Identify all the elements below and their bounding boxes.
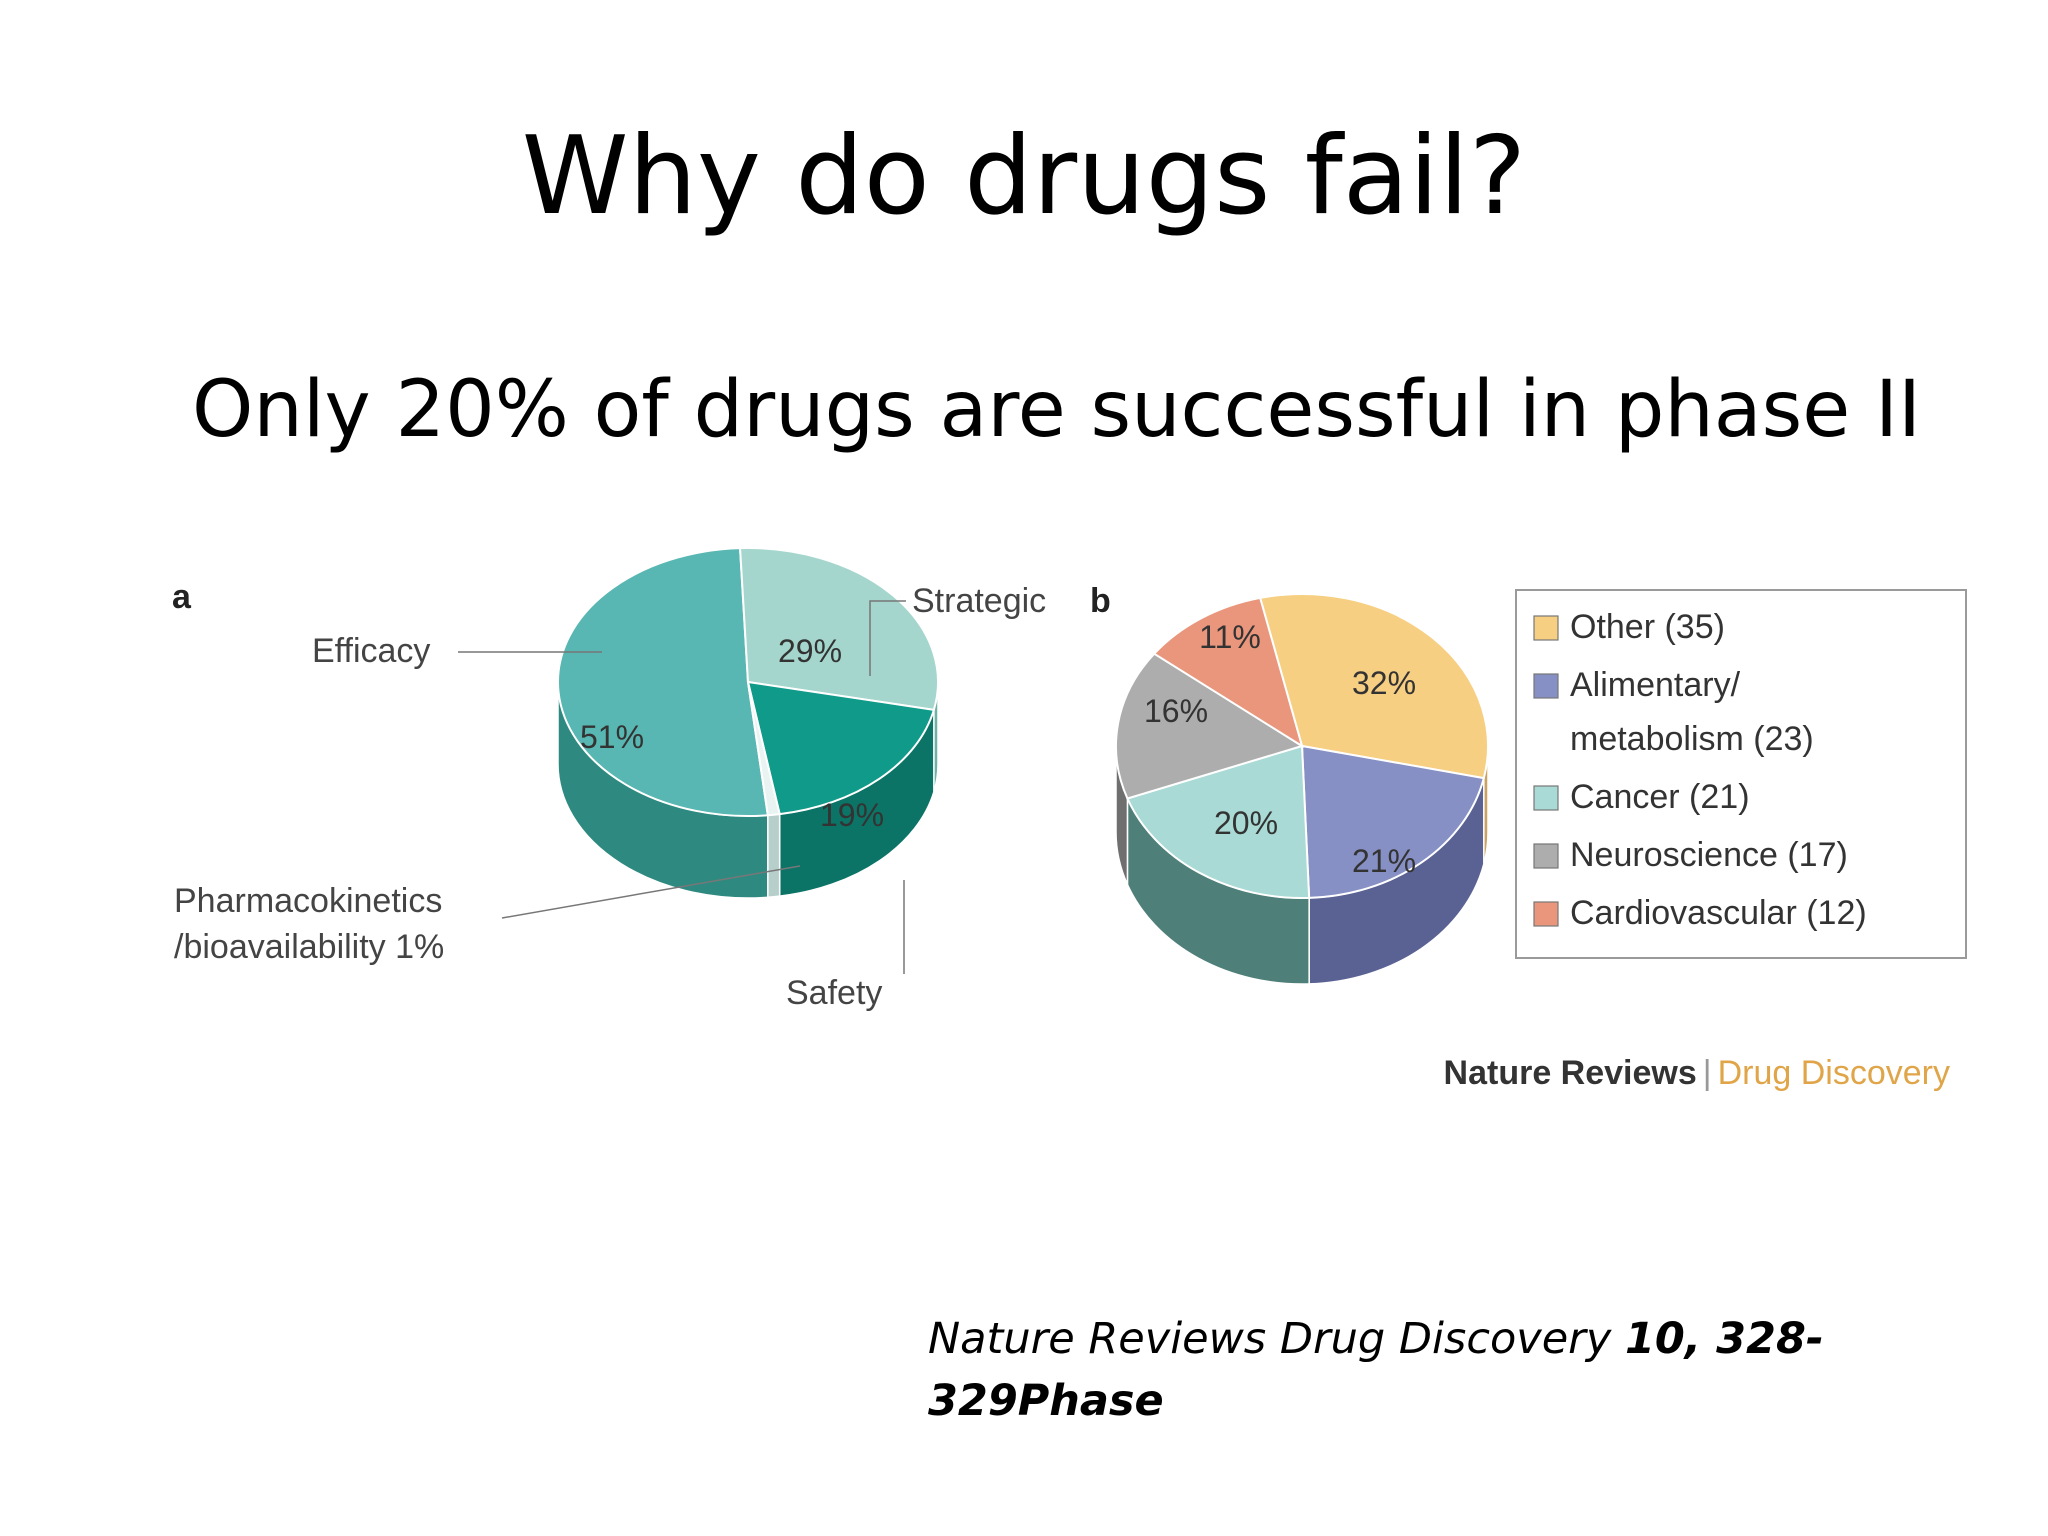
chart-a-callout-safety: Safety: [786, 974, 882, 1012]
chart-a-data-label-1: 29%: [778, 633, 842, 669]
chart-b-legend-label-4: Cardiovascular (12): [1570, 894, 1867, 932]
figure-credit-journal: Drug Discovery: [1718, 1054, 1950, 1092]
chart-a-leader-strategic: [869, 600, 906, 676]
chart-b-legend-swatch-4: [1533, 901, 1559, 927]
chart-b-data-label-1: 21%: [1352, 843, 1416, 879]
slide-title: Why do drugs fail?: [521, 114, 1527, 239]
citation-reference: 10, 328-329Phase: [928, 1314, 1824, 1426]
chart-a-side-3: [767, 813, 781, 899]
chart-b-data-label-3: 16%: [1144, 693, 1208, 729]
chart-a-callout-strategic: Strategic: [912, 582, 1046, 620]
chart-b-legend-label-1: Alimentary/: [1570, 666, 1741, 704]
chart-b-data-label-0: 32%: [1352, 665, 1416, 701]
chart-a-data-label-2: 19%: [820, 797, 884, 833]
chart-a-slice-1: [738, 547, 939, 711]
chart-a-slice-3: [747, 681, 781, 817]
figure-credit-publisher: Nature Reviews: [1444, 1054, 1697, 1092]
chart-a-panel-label: a: [172, 578, 192, 616]
figure-credit: Nature Reviews | Drug Discovery: [1444, 1054, 1950, 1092]
chart-b-data-label-2: 20%: [1214, 805, 1278, 841]
chart-b-slice-4: [1152, 596, 1304, 749]
chart-b-slice-1: [1300, 744, 1486, 899]
figure-credit-text: Nature Reviews | Drug Discovery: [1444, 1054, 1950, 1092]
chart-b-legend-swatch-2: [1533, 785, 1559, 811]
citation-journal: Nature Reviews Drug Discovery: [928, 1314, 1612, 1364]
chart-a-failure-reasons: a 51% 29% 19% Efficacy Strategic Safety Pharmac…: [172, 547, 1046, 1012]
chart-b-slice-0: [1258, 593, 1489, 780]
chart-a-callout-efficacy: Efficacy: [312, 632, 430, 670]
chart-b-legend-label-3: Neuroscience (17): [1570, 836, 1848, 874]
chart-b-legend-label-2: Cancer (21): [1570, 778, 1750, 816]
chart-b-legend-label-1-cont: metabolism (23): [1570, 720, 1814, 758]
chart-b-slice-3: [1115, 652, 1305, 800]
chart-b-legend-box: [1515, 589, 1967, 959]
chart-a-slice-2: [746, 680, 936, 816]
chart-b-legend-label-0: Other (35): [1570, 608, 1725, 646]
chart-b-data-label-4: 11%: [1199, 619, 1261, 655]
citation: Nature Reviews Drug Discovery 10, 328-32…: [928, 1308, 1828, 1432]
chart-a-data-label-0: 51%: [580, 719, 644, 755]
chart-a-slice-0: [557, 547, 770, 817]
chart-b-therapeutic-areas: b 32% 21% 20% 16% 11%: [1090, 582, 1489, 985]
chart-a-callout-pk-line1: Pharmacokinetics: [174, 882, 442, 920]
chart-b-legend-swatch-1: [1533, 673, 1559, 699]
slide-subtitle: Only 20% of drugs are successful in phas…: [192, 365, 1922, 455]
chart-b-legend: Other (35) Alimentary/metabolism (23) Canc…: [1515, 589, 1967, 959]
chart-b-legend-swatch-3: [1533, 843, 1559, 869]
chart-b-legend-swatch-0: [1533, 615, 1559, 641]
chart-a-callout-pk-line2: /bioavailability 1%: [174, 928, 444, 966]
chart-b-panel-label: b: [1090, 582, 1111, 620]
chart-a-leader-pk: [501, 865, 801, 919]
chart-b-slice-2: [1126, 744, 1311, 899]
figure-credit-separator: |: [1703, 1054, 1712, 1092]
